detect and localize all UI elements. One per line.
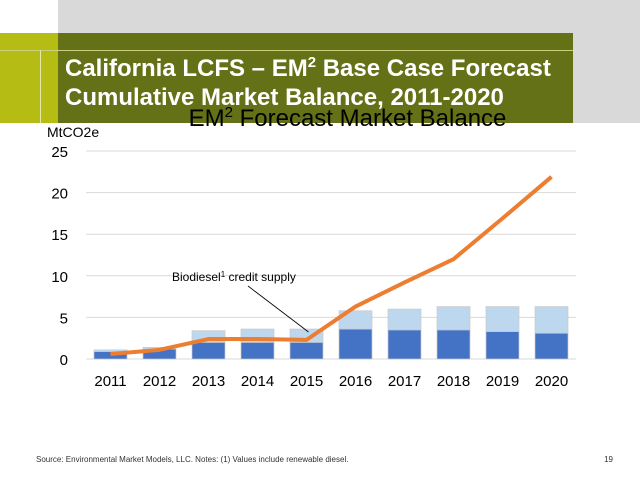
x-tick-label: 2018 [437, 373, 470, 390]
annotation-label: Biodiesel1 credit supply [172, 270, 296, 284]
chart-title: EM2 Forecast Market Balance [0, 104, 640, 133]
title-text: Base Case Forecast [316, 55, 551, 82]
bar-dark [436, 329, 471, 360]
page-number: 19 [604, 455, 613, 464]
x-tick-label: 2014 [241, 373, 274, 390]
title-sup: 2 [307, 54, 317, 71]
bar-dark [387, 329, 422, 360]
title-line2: Cumulative Market Balance, 2011-2020 [65, 84, 504, 111]
header-divider-vertical [40, 50, 41, 123]
bar-dark [534, 332, 569, 360]
bar-light [436, 306, 471, 331]
y-tick-label: 10 [51, 269, 68, 286]
y-tick-label: 15 [51, 227, 68, 244]
chart-title-text: EM [188, 105, 225, 132]
bar-dark [191, 342, 226, 360]
bar-dark [338, 328, 373, 360]
y-tick-label: 5 [60, 310, 68, 327]
chart-title-text: Forecast Market Balance [232, 105, 507, 132]
y-tick-label: 25 [51, 144, 68, 161]
title-text: California LCFS – EM [65, 55, 308, 82]
header-divider [0, 50, 573, 51]
y-axis-label: MtCO2e [47, 124, 100, 140]
chart-title-sup: 2 [224, 104, 233, 121]
y-tick-label: 20 [51, 186, 68, 203]
slide-title: California LCFS – EM2 Base Case Forecast… [65, 48, 551, 112]
bar-light [387, 308, 422, 331]
x-tick-label: 2015 [290, 373, 323, 390]
x-tick-label: 2012 [143, 373, 176, 390]
bar-light [485, 306, 520, 332]
bar-light [534, 306, 569, 334]
x-tick-label: 2020 [535, 373, 568, 390]
bar-dark [240, 342, 275, 360]
header-green-band [0, 33, 573, 123]
y-tick-label: 0 [60, 352, 68, 369]
bar-light [191, 330, 226, 343]
x-tick-label: 2016 [339, 373, 372, 390]
x-tick-label: 2017 [388, 373, 421, 390]
annotation-leader [247, 285, 309, 333]
footer-source: Source: Environmental Market Models, LLC… [36, 455, 349, 464]
header-accent-block [0, 33, 58, 123]
series-line [110, 175, 553, 357]
x-tick-label: 2019 [486, 373, 519, 390]
bar-dark [289, 342, 324, 360]
x-tick-label: 2013 [192, 373, 225, 390]
bar-dark [485, 331, 520, 360]
x-tick-label: 2011 [94, 373, 126, 390]
